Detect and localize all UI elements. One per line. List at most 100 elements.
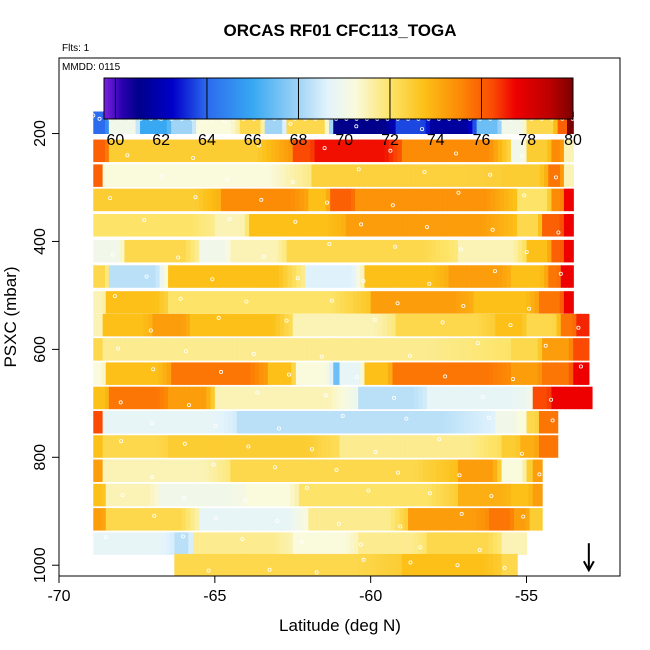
heat-cell — [394, 214, 400, 237]
heat-cell — [440, 435, 446, 458]
heat-cell — [201, 362, 207, 385]
heat-cell — [200, 111, 206, 134]
heat-cell — [367, 164, 373, 187]
sample-marker — [149, 421, 154, 426]
heat-cell — [290, 483, 296, 507]
heat-cell — [475, 265, 481, 288]
heat-cell — [93, 435, 99, 458]
heat-cell — [312, 362, 318, 385]
heat-cell — [453, 532, 459, 555]
heat-cell — [426, 386, 432, 410]
heat-cell — [225, 265, 231, 288]
heat-cell — [509, 239, 515, 263]
heat-cell — [374, 239, 380, 263]
heat-cell — [209, 139, 215, 163]
heat-cell — [309, 459, 315, 483]
heat-cell — [501, 508, 507, 531]
heat-cell — [221, 459, 227, 483]
heat-cell — [446, 111, 452, 134]
sample-marker — [225, 177, 230, 182]
heat-cell — [97, 164, 104, 187]
heat-cell — [327, 553, 333, 576]
heat-cell — [227, 386, 233, 410]
heat-cell — [150, 410, 156, 434]
heat-cell — [425, 111, 431, 134]
heat-cell — [522, 139, 528, 163]
sample-marker — [408, 560, 413, 565]
heat-cell — [471, 483, 477, 507]
heat-cell — [225, 435, 231, 458]
sample-marker — [457, 473, 462, 478]
heat-cell — [168, 459, 174, 483]
heat-cell — [159, 291, 165, 314]
heat-cell — [542, 188, 548, 212]
heat-cell — [351, 265, 357, 288]
heat-cell — [116, 313, 122, 337]
heat-cell — [484, 508, 490, 531]
heat-cell — [412, 313, 418, 337]
heat-cell — [148, 111, 154, 134]
heat-cell — [509, 508, 515, 531]
heat-cell — [367, 338, 373, 361]
heat-cell — [115, 459, 121, 483]
heat-cell — [534, 188, 540, 212]
heat-cell — [185, 386, 190, 410]
heat-cell — [255, 435, 261, 458]
heat-cell — [234, 459, 240, 483]
heat-cell — [262, 139, 268, 163]
sample-marker — [456, 190, 461, 195]
heat-cell — [506, 362, 512, 385]
heat-cell — [383, 532, 389, 555]
sample-marker — [508, 323, 513, 328]
heat-cell — [257, 553, 263, 576]
heat-cell — [383, 435, 389, 458]
heat-cell — [175, 214, 181, 237]
heat-cell — [124, 164, 130, 187]
sample-marker — [390, 203, 395, 208]
heat-cell — [473, 188, 479, 212]
heat-cell — [564, 338, 570, 361]
heat-cell — [387, 313, 392, 337]
heat-cell — [174, 139, 180, 163]
heat-cell — [267, 164, 273, 187]
heat-cell — [515, 362, 521, 385]
heat-cell — [555, 291, 561, 314]
heat-cell — [382, 111, 388, 134]
heat-cell — [283, 265, 289, 288]
heat-cell — [552, 164, 557, 187]
heat-cell — [208, 459, 214, 483]
heat-cell — [172, 508, 178, 531]
heat-cell — [479, 532, 485, 555]
heat-cell — [333, 410, 339, 434]
heat-cell — [120, 313, 126, 337]
heat-cell — [375, 553, 381, 576]
heat-cell — [407, 188, 413, 212]
heat-cell — [162, 214, 168, 237]
heat-cell — [417, 291, 423, 314]
heat-cell — [155, 265, 161, 288]
heat-cell — [444, 532, 450, 555]
heat-cell — [581, 338, 586, 361]
heat-cell — [358, 553, 364, 576]
sample-marker — [340, 413, 345, 418]
heat-cell — [393, 338, 399, 361]
heat-cell — [154, 483, 160, 507]
heat-cell — [118, 362, 124, 385]
heat-cell — [329, 362, 334, 385]
heat-cell — [524, 338, 530, 361]
sample-marker — [489, 493, 494, 498]
heat-cell — [176, 435, 182, 458]
heat-cell — [322, 265, 327, 288]
heat-cell — [332, 338, 338, 361]
heat-cell — [181, 459, 187, 483]
heat-cell — [312, 111, 317, 134]
heat-cell — [146, 188, 152, 212]
sample-marker — [477, 547, 482, 552]
heat-cell — [471, 139, 477, 163]
heat-cell — [315, 338, 321, 361]
heat-cell — [465, 386, 471, 410]
heat-cell — [369, 313, 375, 337]
heat-cell — [343, 265, 349, 288]
heat-cell — [480, 483, 486, 507]
heat-cell — [357, 459, 363, 483]
